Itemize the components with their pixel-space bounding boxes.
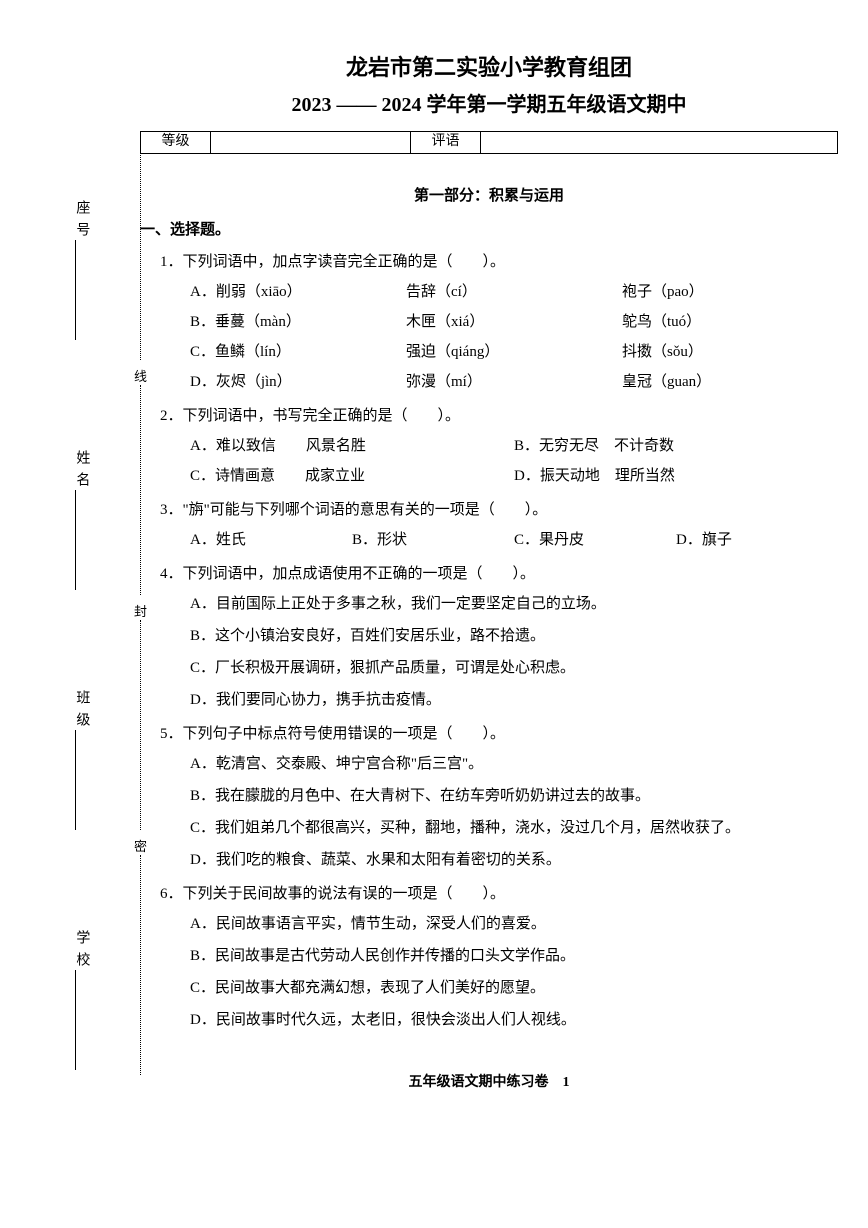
q5-b: B．我在朦胧的月色中、在大青树下、在纺车旁听奶奶讲过去的故事。 xyxy=(190,784,838,808)
q1-c1: C．鱼鳞（lín） xyxy=(190,340,406,364)
q2-options: A．难以致信 风景名胜 B．无穷无尽 不计奇数 C．诗情画意 成家立业 D．振天… xyxy=(190,434,838,488)
q5-c: C．我们姐弟几个都很高兴，买种，翻地，播种，浇水，没过几个月，居然收获了。 xyxy=(190,816,838,840)
q6-stem: 6．下列关于民间故事的说法有误的一项是（ ）。 xyxy=(160,882,838,906)
q6-a: A．民间故事语言平实，情节生动，深受人们的喜爱。 xyxy=(190,912,838,936)
q6-options: A．民间故事语言平实，情节生动，深受人们的喜爱。 B．民间故事是古代劳动人民创作… xyxy=(190,912,838,1032)
q5-d: D．我们吃的粮食、蔬菜、水果和太阳有着密切的关系。 xyxy=(190,848,838,872)
question-2: 2．下列词语中，书写完全正确的是（ ）。 A．难以致信 风景名胜 B．无穷无尽 … xyxy=(160,404,838,488)
question-5: 5．下列句子中标点符号使用错误的一项是（ ）。 A．乾清宫、交泰殿、坤宁宫合称"… xyxy=(160,722,838,872)
grade-table: 等级 评语 xyxy=(140,131,838,154)
q3-stem: 3．"旃"可能与下列哪个词语的意思有关的一项是（ ）。 xyxy=(160,498,838,522)
seal-line-2 xyxy=(140,385,141,595)
q1-d1: D．灰烬（jìn） xyxy=(190,370,406,394)
q1-b1: B．垂蔓（màn） xyxy=(190,310,406,334)
exam-title: 2023 —— 2024 学年第一学期五年级语文期中 xyxy=(140,89,838,121)
q2-a: A．难以致信 风景名胜 xyxy=(190,434,514,458)
q6-b: B．民间故事是古代劳动人民创作并传播的口头文学作品。 xyxy=(190,944,838,968)
seal-line-3 xyxy=(140,620,141,830)
q2-c: C．诗情画意 成家立业 xyxy=(190,464,514,488)
q4-b: B．这个小镇治安良好，百姓们安居乐业，路不拾遗。 xyxy=(190,624,838,648)
part1-heading: 一、选择题。 xyxy=(140,218,838,242)
q1-a3: 袍子（pao） xyxy=(622,280,838,304)
q5-stem: 5．下列句子中标点符号使用错误的一项是（ ）。 xyxy=(160,722,838,746)
q1-c3: 抖擞（sǒu） xyxy=(622,340,838,364)
q1-a2: 告辞（cí） xyxy=(406,280,622,304)
q3-c: C．果丹皮 xyxy=(514,528,676,552)
q5-a: A．乾清宫、交泰殿、坤宁宫合称"后三宫"。 xyxy=(190,752,838,776)
school-label: 学校 xyxy=(70,930,92,974)
grade-value-cell[interactable] xyxy=(211,132,411,154)
q3-options: A．姓氏 B．形状 C．果丹皮 D．旗子 xyxy=(190,528,838,552)
name-line xyxy=(75,490,76,590)
q4-stem: 4．下列词语中，加点成语使用不正确的一项是（ ）。 xyxy=(160,562,838,586)
binding-margin: 座号 姓名 班级 学校 线 封 密 xyxy=(30,120,130,1120)
name-label: 姓名 xyxy=(70,450,92,494)
q2-b: B．无穷无尽 不计奇数 xyxy=(514,434,838,458)
q6-c: C．民间故事大都充满幻想，表现了人们美好的愿望。 xyxy=(190,976,838,1000)
question-3: 3．"旃"可能与下列哪个词语的意思有关的一项是（ ）。 A．姓氏 B．形状 C．… xyxy=(160,498,838,552)
q1-b2: 木匣（xiá） xyxy=(406,310,622,334)
q1-options: A．削弱（xiāo） 告辞（cí） 袍子（pao） B．垂蔓（màn） 木匣（x… xyxy=(190,280,838,394)
comment-value-cell[interactable] xyxy=(481,132,838,154)
q4-a: A．目前国际上正处于多事之秋，我们一定要坚定自己的立场。 xyxy=(190,592,838,616)
q4-options: A．目前国际上正处于多事之秋，我们一定要坚定自己的立场。 B．这个小镇治安良好，… xyxy=(190,592,838,712)
q6-d: D．民间故事时代久远，太老旧，很快会淡出人们人视线。 xyxy=(190,1008,838,1032)
exam-page: 座号 姓名 班级 学校 线 封 密 龙岩市第二实验小学教育组团 2023 —— … xyxy=(0,0,868,1124)
comment-label-cell: 评语 xyxy=(411,132,481,154)
question-1: 1．下列词语中，加点字读音完全正确的是（ ）。 A．削弱（xiāo） 告辞（cí… xyxy=(160,250,838,394)
seat-label: 座号 xyxy=(70,200,92,244)
question-6: 6．下列关于民间故事的说法有误的一项是（ ）。 A．民间故事语言平实，情节生动，… xyxy=(160,882,838,1032)
q3-a: A．姓氏 xyxy=(190,528,352,552)
q4-d: D．我们要同心协力，携手抗击疫情。 xyxy=(190,688,838,712)
school-title: 龙岩市第二实验小学教育组团 xyxy=(140,50,838,85)
q1-c2: 强迫（qiáng） xyxy=(406,340,622,364)
section-title: 第一部分：积累与运用 xyxy=(140,184,838,208)
seal-line-4 xyxy=(140,855,141,1075)
q4-c: C．厂长积极开展调研，狠抓产品质量，可谓是处心积虑。 xyxy=(190,656,838,680)
class-label: 班级 xyxy=(70,690,92,734)
q1-stem: 1．下列词语中，加点字读音完全正确的是（ ）。 xyxy=(160,250,838,274)
q1-d2: 弥漫（mí） xyxy=(406,370,622,394)
page-footer: 五年级语文期中练习卷 1 xyxy=(140,1072,838,1094)
q2-stem: 2．下列词语中，书写完全正确的是（ ）。 xyxy=(160,404,838,428)
seal-line-1 xyxy=(140,150,141,360)
grade-label-cell: 等级 xyxy=(141,132,211,154)
grade-label: 等级 xyxy=(162,134,190,149)
q1-a1: A．削弱（xiāo） xyxy=(190,280,406,304)
seat-line xyxy=(75,240,76,340)
comment-label: 评语 xyxy=(432,134,460,149)
q1-d3: 皇冠（guan） xyxy=(622,370,838,394)
question-4: 4．下列词语中，加点成语使用不正确的一项是（ ）。 A．目前国际上正处于多事之秋… xyxy=(160,562,838,712)
q2-d: D．振天动地 理所当然 xyxy=(514,464,838,488)
q5-options: A．乾清宫、交泰殿、坤宁宫合称"后三宫"。 B．我在朦胧的月色中、在大青树下、在… xyxy=(190,752,838,872)
school-line xyxy=(75,970,76,1070)
q3-b: B．形状 xyxy=(352,528,514,552)
q3-d: D．旗子 xyxy=(676,528,838,552)
class-line xyxy=(75,730,76,830)
q1-b3: 鸵鸟（tuó） xyxy=(622,310,838,334)
